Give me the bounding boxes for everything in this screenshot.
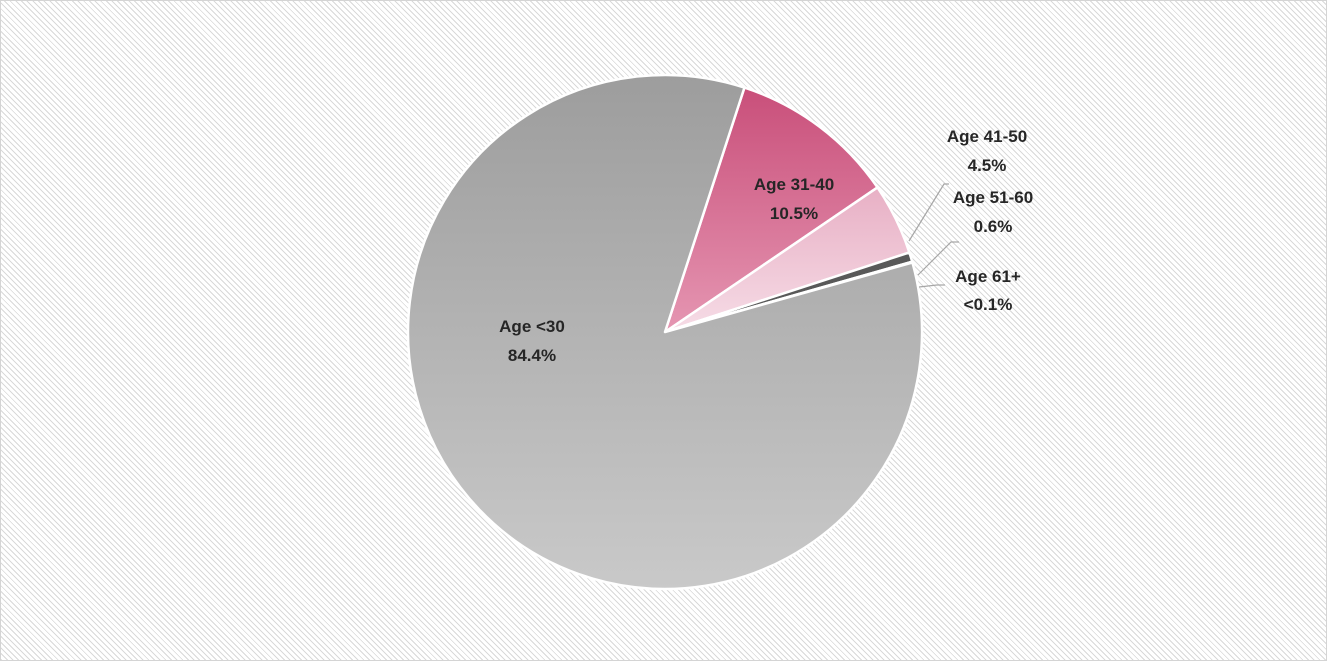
data-label-age-51-60-value: 0.6% <box>974 217 1013 236</box>
data-label-age-41-50-name: Age 41-50 <box>947 127 1027 146</box>
data-label-age-61-value: <0.1% <box>964 295 1013 314</box>
data-label-age-31-40-name: Age 31-40 <box>754 175 834 194</box>
data-label-age-61-name: Age 61+ <box>955 267 1021 286</box>
leader-line-age-41-50 <box>908 183 949 242</box>
data-label-age-under-30-value: 84.4% <box>508 346 556 365</box>
data-label-age-41-50-value: 4.5% <box>968 156 1007 175</box>
pie-slice-age-31-40 <box>663 86 879 334</box>
data-label-age-31-40-value: 10.5% <box>770 204 818 223</box>
pie-slice-age-under-30 <box>406 73 924 591</box>
leader-line-age-61 <box>918 284 945 288</box>
data-label-age-51-60-name: Age 51-60 <box>953 188 1033 207</box>
leader-line-age-51-60 <box>917 241 959 276</box>
data-label-age-under-30-name: Age <30 <box>499 317 565 336</box>
